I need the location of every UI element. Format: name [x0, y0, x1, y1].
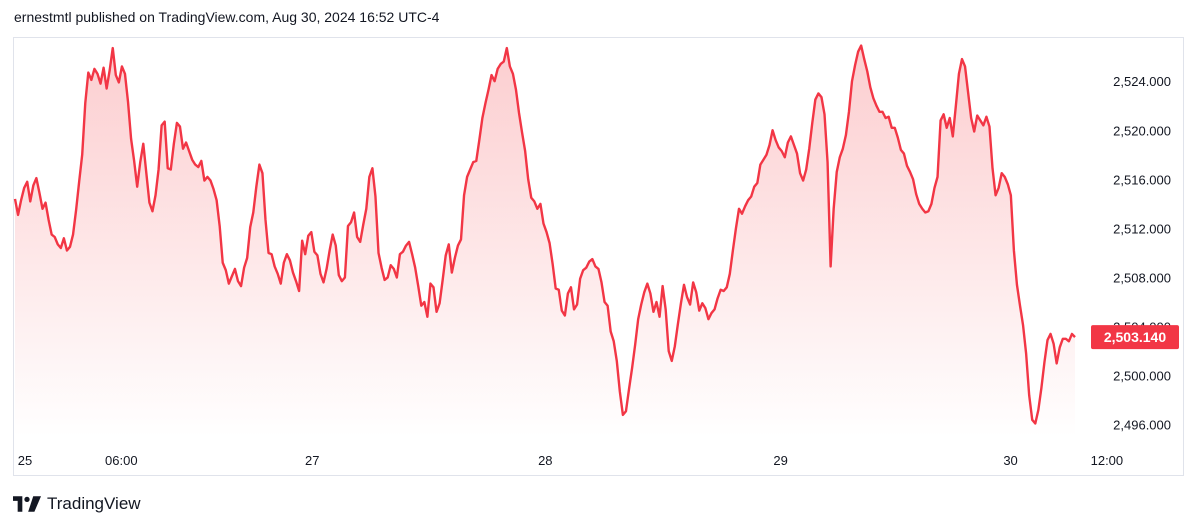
y-tick-label: 2,496.000 [1113, 418, 1171, 433]
price-series-line[interactable] [13, 44, 1076, 425]
price-chart[interactable]: 2,496.0002,500.0002,504.0002,508.0002,51… [0, 0, 1200, 490]
price-area-fill [15, 45, 1075, 438]
x-tick-label: 12:00 [1091, 453, 1124, 468]
x-tick-label: 30 [1003, 453, 1017, 468]
y-tick-label: 2,520.000 [1113, 123, 1171, 138]
x-tick-label: 25 [18, 453, 32, 468]
tradingview-logo-icon [13, 496, 41, 512]
y-tick-label: 2,508.000 [1113, 270, 1171, 285]
last-price-badge [1091, 325, 1179, 350]
y-tick-label: 2,512.000 [1113, 221, 1171, 236]
x-tick-label: 06:00 [105, 453, 138, 468]
published-header: ernestmtl published on TradingView.com, … [14, 9, 440, 25]
chart-frame[interactable] [13, 37, 1184, 476]
last-price-label: 2,503.140 [1104, 329, 1166, 345]
tradingview-brand: TradingView [47, 494, 141, 513]
y-tick-label: 2,516.000 [1113, 172, 1171, 187]
x-tick-label: 29 [773, 453, 787, 468]
tradingview-footer[interactable]: TradingView [13, 493, 141, 515]
x-tick-label: 28 [538, 453, 552, 468]
x-tick-label: 27 [305, 453, 319, 468]
y-tick-label: 2,500.000 [1113, 369, 1171, 384]
y-tick-label: 2,524.000 [1113, 74, 1171, 89]
